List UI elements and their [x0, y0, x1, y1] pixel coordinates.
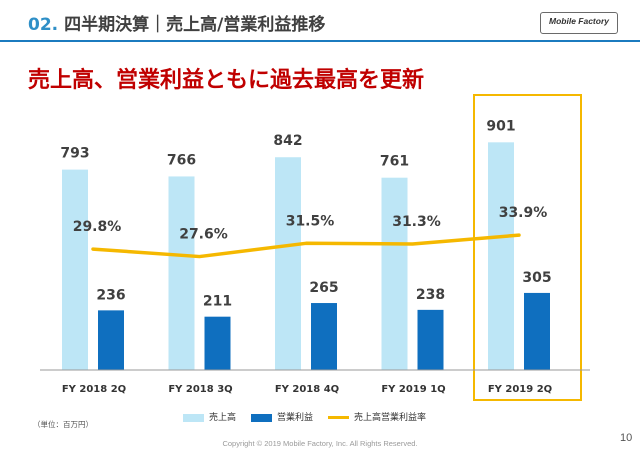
margin-label: 27.6% [179, 227, 228, 243]
slide-header: 02. 四半期決算｜売上高/営業利益推移 Mobile Factory [0, 0, 640, 42]
operating-income-bar [204, 316, 231, 370]
revenue-bar [488, 142, 514, 370]
x-tick-label: FY 2019 2Q [488, 384, 552, 395]
copyright: Copyright © 2019 Mobile Factory, Inc. Al… [222, 439, 418, 448]
legend-margin: 売上高営業利益率 [328, 410, 426, 423]
revenue-label: 842 [273, 133, 302, 149]
x-tick-label: FY 2018 2Q [62, 384, 126, 395]
section-title: 02. 四半期決算｜売上高/営業利益推移 [28, 10, 325, 35]
margin-line [91, 233, 521, 259]
legend-margin-label: 売上高営業利益率 [354, 413, 427, 423]
margin-label: 29.8% [73, 219, 122, 235]
page-number: 10 [620, 432, 633, 444]
legend-revenue-label: 売上高 [209, 413, 237, 423]
revenue-label: 901 [486, 118, 515, 134]
company-logo: Mobile Factory [540, 12, 618, 34]
headline: 売上高、営業利益ともに過去最高を更新 [28, 68, 425, 93]
operating-income-bar [524, 292, 550, 370]
x-tick-label: FY 2018 4Q [275, 384, 339, 395]
margin-label: 31.5% [286, 213, 335, 229]
legend-revenue-swatch [183, 413, 204, 422]
operating-income-label: 265 [309, 280, 338, 296]
operating-income-bar [417, 309, 444, 370]
revenue-bar [168, 176, 195, 370]
company-logo-text: Mobile Factory [549, 16, 609, 26]
operating-income-bar [98, 310, 124, 370]
highlight-box [473, 94, 582, 401]
revenue-label: 766 [167, 152, 196, 168]
unit-note: （単位：百万円） [33, 420, 93, 429]
section-title-text: 四半期決算｜売上高/営業利益推移 [64, 15, 326, 35]
margin-label: 31.3% [392, 214, 441, 230]
revenue-label: 761 [380, 154, 409, 170]
legend-operating-income-label: 営業利益 [277, 413, 314, 423]
x-tick-label: FY 2018 3Q [168, 384, 232, 395]
legend-operating-income: 営業利益 [251, 410, 313, 423]
revenue-bar [275, 157, 301, 370]
revenue-label: 793 [60, 146, 89, 162]
x-tick-label: FY 2019 1Q [381, 384, 445, 395]
operating-income-label: 238 [416, 287, 445, 303]
operating-income-label: 305 [522, 270, 551, 286]
operating-income-label: 236 [96, 287, 125, 303]
operating-income-label: 211 [203, 294, 232, 310]
section-number: 02. [28, 15, 59, 35]
operating-income-bar [311, 303, 337, 370]
legend-revenue: 売上高 [183, 410, 236, 423]
header-divider [0, 40, 640, 42]
margin-label: 33.9% [499, 205, 548, 221]
legend-margin-swatch [328, 416, 349, 419]
revenue-bar [62, 169, 88, 370]
revenue-bar [381, 177, 408, 370]
legend-operating-income-swatch [251, 413, 272, 422]
